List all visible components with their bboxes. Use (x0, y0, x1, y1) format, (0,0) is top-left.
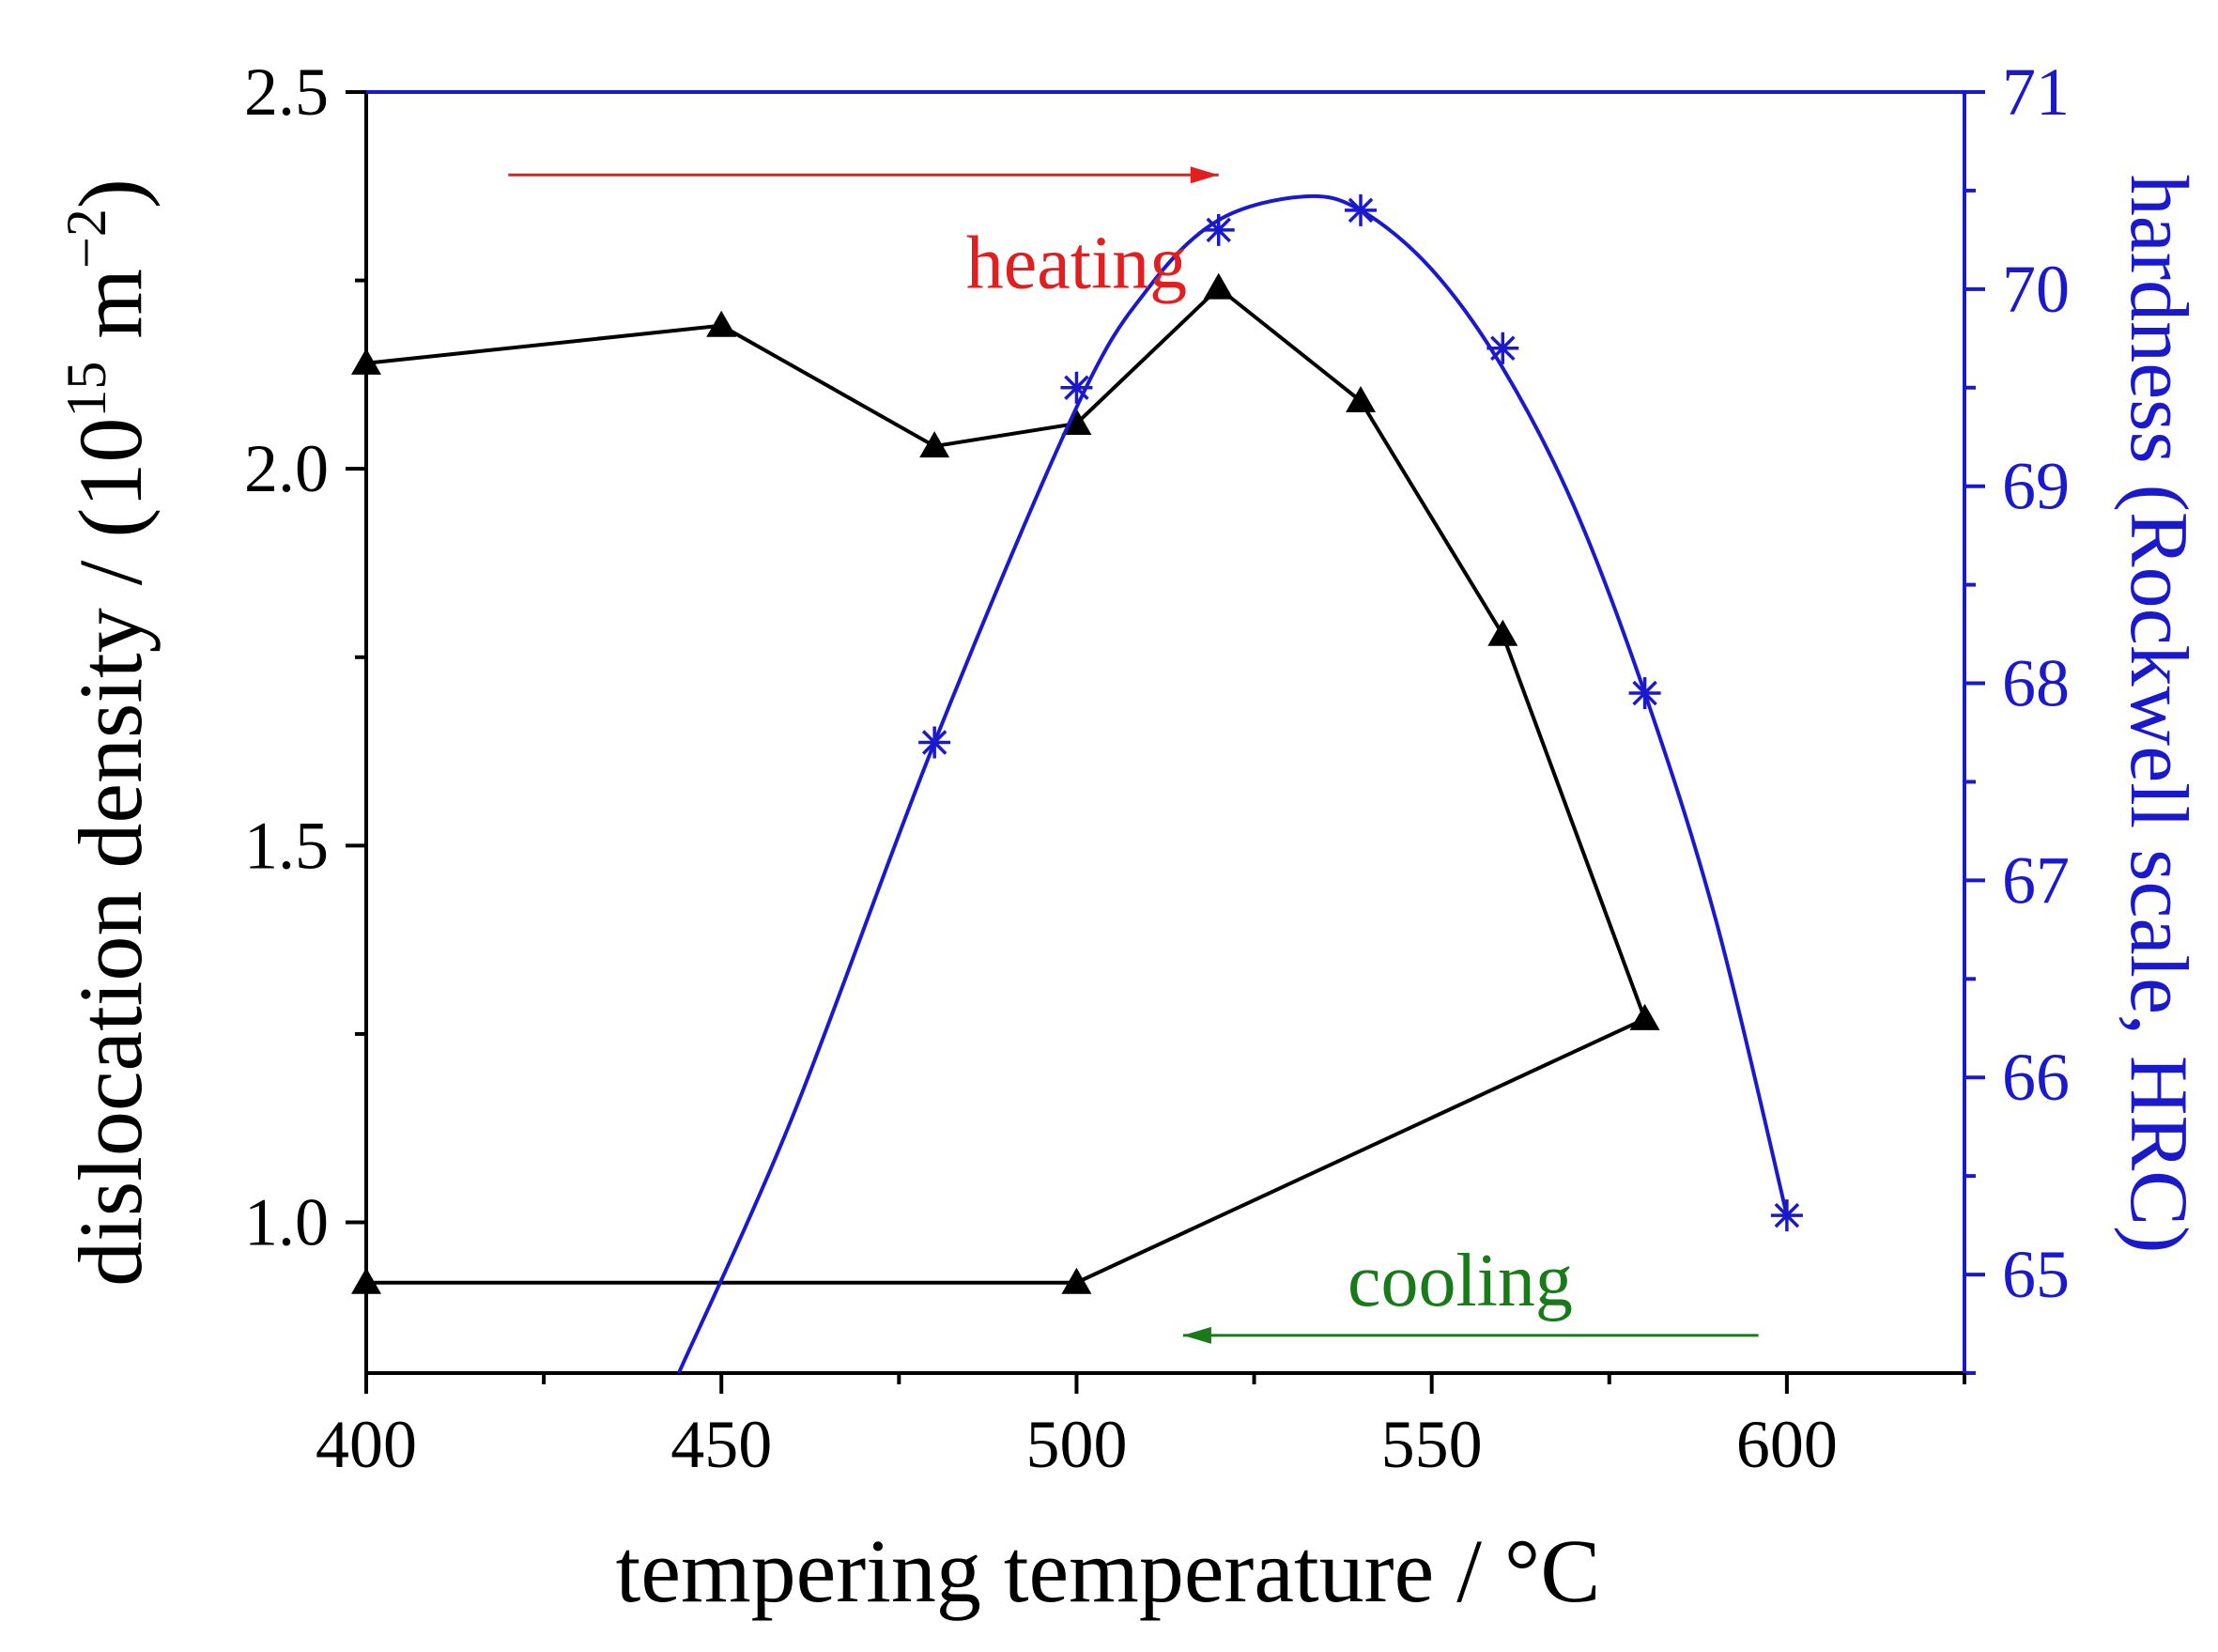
y-left-tick-label: 1.5 (244, 808, 329, 883)
cooling-arrow-head (1182, 1326, 1211, 1344)
series-layer (351, 193, 1803, 1373)
y-right-tick-label: 71 (2002, 54, 2070, 130)
left-axis: 1.0 1.5 2.0 2.5 (244, 54, 366, 1260)
dislocation-density-marker (351, 347, 381, 375)
hardness-marker-stroke (1348, 197, 1374, 224)
x-axis-title: tempering temperature / °C (616, 1521, 1601, 1621)
x-tick-label: 400 (316, 1407, 417, 1482)
annotation-layer: heating cooling (508, 166, 1759, 1344)
x-tick-label: 600 (1736, 1407, 1838, 1482)
plot-frame (364, 90, 1966, 1375)
dislocation-density-marker (1487, 619, 1518, 646)
hardness-marker (1486, 332, 1519, 364)
hardness-marker-stroke (1064, 375, 1089, 401)
y-right-tick-label: 65 (2002, 1237, 2070, 1312)
y-left-title-end: ) (60, 178, 161, 208)
heating-label: heating (966, 223, 1187, 305)
hardness-marker-stroke (1490, 335, 1516, 362)
heating-arrow-head (1190, 166, 1219, 184)
dislocation-density-marker (919, 431, 950, 458)
y-left-title-exp2: −2 (55, 208, 117, 269)
hardness-marker (1202, 213, 1235, 246)
x-tick-label: 450 (670, 1407, 772, 1482)
x-tick-label: 500 (1025, 1407, 1127, 1482)
bottom-axis: 400 450 500 550 600 (316, 1373, 1966, 1482)
hardness-fit-curve (676, 193, 1789, 1373)
y-right-tick-label: 68 (2002, 646, 2070, 721)
y-left-tick-label: 1.0 (244, 1185, 329, 1260)
hardness-marker (918, 726, 951, 759)
hardness-marker (1770, 1199, 1803, 1232)
cooling-label: cooling (1348, 1240, 1573, 1322)
y-right-axis-title: hardness (Rockwell scale, HRC) (2113, 175, 2204, 1254)
dislocation-density-marker (351, 1267, 381, 1294)
y-left-tick-label: 2.0 (244, 431, 329, 506)
dislocation-density-marker (1346, 385, 1377, 412)
y-left-title-exp1: 15 (55, 362, 117, 418)
y-right-tick-label: 69 (2002, 449, 2070, 524)
hardness-marker-stroke (1206, 217, 1231, 243)
dislocation-density-marker (706, 310, 737, 337)
hardness-marker-stroke (921, 730, 947, 755)
y-left-title-main: dislocation density / (10 (60, 418, 161, 1287)
y-right-tick-label: 67 (2002, 842, 2070, 918)
y-left-title-mid: m (60, 269, 161, 362)
dislocation-density-marker (1203, 272, 1234, 300)
dislocation-density-marker (1629, 1003, 1660, 1030)
y-left-axis-title: dislocation density / (1015 m−2) (55, 178, 161, 1287)
y-right-tick-label: 66 (2002, 1040, 2070, 1115)
hardness-marker-stroke (1774, 1202, 1800, 1228)
dislocation-density-marker (1061, 1267, 1092, 1294)
hardness-marker (1345, 193, 1378, 226)
y-left-tick-label: 2.5 (244, 54, 329, 130)
y-right-tick-label: 70 (2002, 252, 2070, 327)
hardness-marker (1060, 371, 1093, 404)
dislocation-density-marker (1061, 409, 1092, 436)
x-tick-label: 550 (1381, 1407, 1483, 1482)
hardness-marker-stroke (1632, 680, 1657, 706)
right-axis: 65 66 67 68 69 70 71 (1964, 54, 2070, 1375)
dislocation-density-line (365, 285, 1648, 1285)
hardness-marker (1628, 677, 1661, 710)
